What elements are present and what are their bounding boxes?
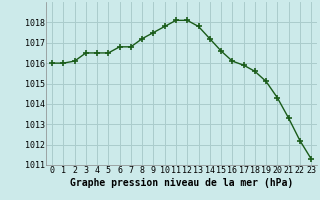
- X-axis label: Graphe pression niveau de la mer (hPa): Graphe pression niveau de la mer (hPa): [70, 178, 293, 188]
